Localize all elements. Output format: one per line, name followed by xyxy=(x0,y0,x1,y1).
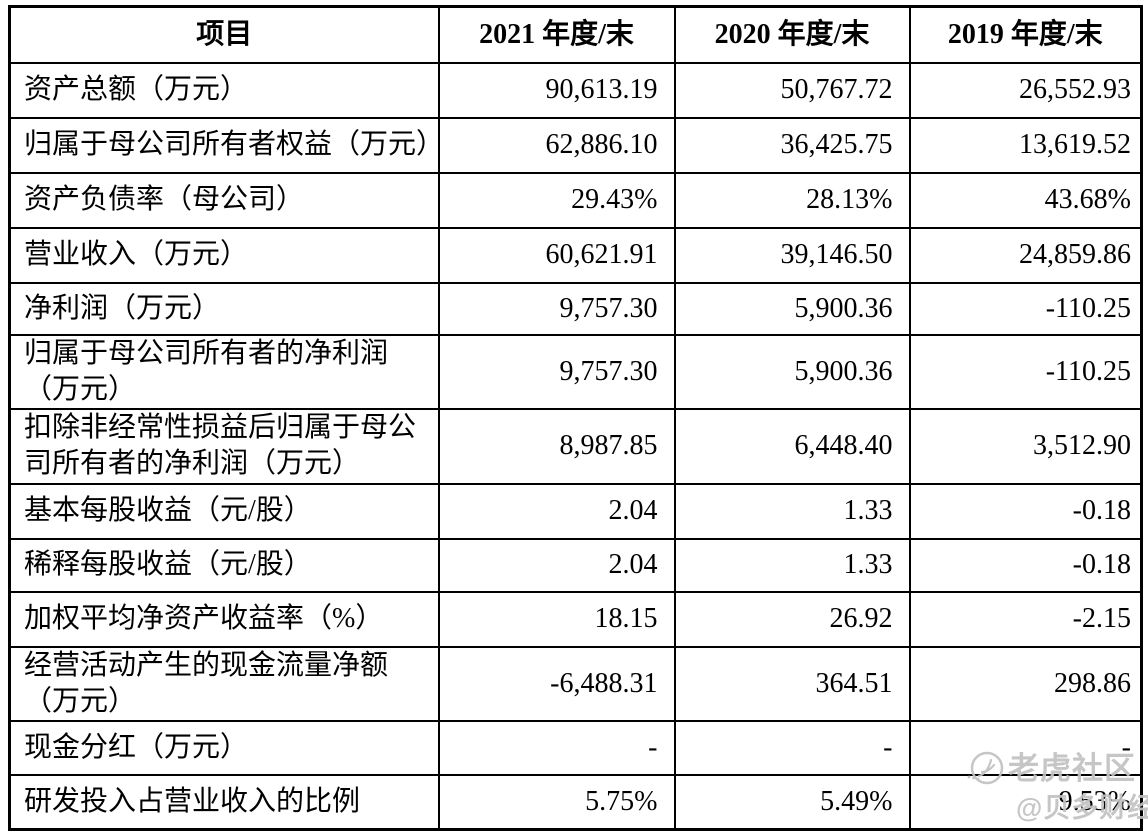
row-label: 归属于母公司所有者的净利润（万元） xyxy=(8,333,440,410)
header-2021: 2021 年度/末 xyxy=(437,5,676,64)
header-2020: 2020 年度/末 xyxy=(673,5,911,64)
value-2019: 43.68% xyxy=(908,171,1143,229)
value-2019: 24,859.86 xyxy=(908,226,1143,284)
value-2020: 5.49% xyxy=(673,773,911,831)
table-row: 经营活动产生的现金流量净额（万元） -6,488.31 364.51 298.8… xyxy=(8,645,1143,722)
row-label: 现金分红（万元） xyxy=(8,719,440,776)
value-2021: -6,488.31 xyxy=(437,645,676,722)
header-row: 项目 2021 年度/末 2020 年度/末 2019 年度/末 xyxy=(8,5,1143,64)
row-label: 净利润（万元） xyxy=(8,281,440,336)
value-2019: 298.86 xyxy=(908,645,1143,722)
value-2020: 26.92 xyxy=(673,590,911,648)
value-2021: 18.15 xyxy=(437,590,676,648)
value-2020: 364.51 xyxy=(673,645,911,722)
value-2020: 1.33 xyxy=(673,537,911,593)
table-row: 加权平均净资产收益率（%） 18.15 26.92 -2.15 xyxy=(8,590,1143,648)
value-2020: 36,425.75 xyxy=(673,116,911,174)
header-item: 项目 xyxy=(8,5,440,64)
value-2020: 5,900.36 xyxy=(673,333,911,410)
value-2020: 6,448.40 xyxy=(673,407,911,485)
value-2021: 62,886.10 xyxy=(437,116,676,174)
value-2020: - xyxy=(673,719,911,776)
row-label: 稀释每股收益（元/股） xyxy=(8,537,440,593)
row-label: 基本每股收益（元/股） xyxy=(8,482,440,540)
table-row: 稀释每股收益（元/股） 2.04 1.33 -0.18 xyxy=(8,537,1143,593)
value-2020: 28.13% xyxy=(673,171,911,229)
row-label: 研发投入占营业收入的比例 xyxy=(8,773,440,831)
value-2019: -0.18 xyxy=(908,482,1143,540)
header-2019: 2019 年度/末 xyxy=(908,5,1143,64)
value-2021: 2.04 xyxy=(437,482,676,540)
value-2021: 9,757.30 xyxy=(437,281,676,336)
table-row: 净利润（万元） 9,757.30 5,900.36 -110.25 xyxy=(8,281,1143,336)
row-label: 营业收入（万元） xyxy=(8,226,440,284)
row-label: 资产负债率（母公司） xyxy=(8,171,440,229)
value-2019: -110.25 xyxy=(908,281,1143,336)
row-label: 加权平均净资产收益率（%） xyxy=(8,590,440,648)
table-row: 归属于母公司所有者权益（万元） 62,886.10 36,425.75 13,6… xyxy=(8,116,1143,174)
value-2021: 90,613.19 xyxy=(437,61,676,119)
value-2019: -2.15 xyxy=(908,590,1143,648)
value-2021: 29.43% xyxy=(437,171,676,229)
value-2021: 8,987.85 xyxy=(437,407,676,485)
value-2020: 39,146.50 xyxy=(673,226,911,284)
value-2019: -0.18 xyxy=(908,537,1143,593)
row-label: 经营活动产生的现金流量净额（万元） xyxy=(8,645,440,722)
table-row: 归属于母公司所有者的净利润（万元） 9,757.30 5,900.36 -110… xyxy=(8,333,1143,410)
table-row: 基本每股收益（元/股） 2.04 1.33 -0.18 xyxy=(8,482,1143,540)
value-2019: 26,552.93 xyxy=(908,61,1143,119)
table-body: 资产总额（万元） 90,613.19 50,767.72 26,552.93 归… xyxy=(8,61,1143,831)
value-2021: 9,757.30 xyxy=(437,333,676,410)
value-2019: -110.25 xyxy=(908,333,1143,410)
value-2020: 1.33 xyxy=(673,482,911,540)
row-label: 扣除非经常性损益后归属于母公司所有者的净利润（万元） xyxy=(8,407,440,485)
table-row: 营业收入（万元） 60,621.91 39,146.50 24,859.86 xyxy=(8,226,1143,284)
value-2019: 13,619.52 xyxy=(908,116,1143,174)
value-2019: - xyxy=(908,719,1143,776)
table-row: 研发投入占营业收入的比例 5.75% 5.49% 9.53% xyxy=(8,773,1143,831)
row-label: 资产总额（万元） xyxy=(8,61,440,119)
row-label: 归属于母公司所有者权益（万元） xyxy=(8,116,440,174)
table-row: 现金分红（万元） - - - xyxy=(8,719,1143,776)
table-row: 扣除非经常性损益后归属于母公司所有者的净利润（万元） 8,987.85 6,44… xyxy=(8,407,1143,485)
value-2021: - xyxy=(437,719,676,776)
table-row: 资产总额（万元） 90,613.19 50,767.72 26,552.93 xyxy=(8,61,1143,119)
table-row: 资产负债率（母公司） 29.43% 28.13% 43.68% xyxy=(8,171,1143,229)
value-2019: 3,512.90 xyxy=(908,407,1143,485)
value-2020: 50,767.72 xyxy=(673,61,911,119)
financial-summary-table: 项目 2021 年度/末 2020 年度/末 2019 年度/末 资产总额（万元… xyxy=(8,5,1143,831)
value-2021: 5.75% xyxy=(437,773,676,831)
value-2021: 2.04 xyxy=(437,537,676,593)
value-2020: 5,900.36 xyxy=(673,281,911,336)
value-2021: 60,621.91 xyxy=(437,226,676,284)
value-2019: 9.53% xyxy=(908,773,1143,831)
